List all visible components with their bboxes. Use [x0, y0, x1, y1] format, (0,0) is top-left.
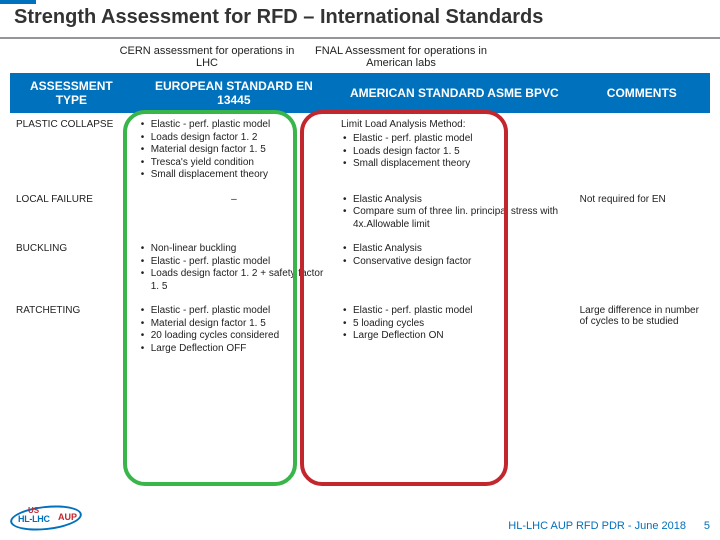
cell-buckling-comment	[574, 237, 710, 299]
list-item: Loads design factor 1. 2	[139, 132, 329, 145]
footer-text: HL-LHC AUP RFD PDR - June 2018	[508, 520, 686, 532]
list-item: Material design factor 1. 5	[139, 144, 329, 157]
cell-buckling-us: Elastic Analysis Conservative design fac…	[335, 237, 574, 299]
list-item: Loads design factor 1. 2 + safety factor…	[139, 268, 329, 293]
th-european: EUROPEAN STANDARD EN 13445	[133, 73, 335, 113]
cell-plastic-eu: Elastic - perf. plastic model Loads desi…	[133, 113, 335, 188]
row-label-plastic: PLASTIC COLLAPSE	[10, 113, 133, 188]
us-lead-text: Limit Load Analysis Method:	[341, 119, 568, 130]
cell-local-us: Elastic Analysis Compare sum of three li…	[335, 188, 574, 238]
list-item: Elastic Analysis	[341, 194, 568, 207]
list-item: Small displacement theory	[139, 169, 329, 182]
list-item: Elastic - perf. plastic model	[341, 133, 568, 146]
list-item: Loads design factor 1. 5	[341, 146, 568, 159]
cell-ratchet-comment: Large difference in number of cycles to …	[574, 299, 710, 361]
th-assessment-type: ASSESSMENT TYPE	[10, 73, 133, 113]
table-row: RATCHETING Elastic - perf. plastic model…	[10, 299, 710, 361]
cell-plastic-us: Limit Load Analysis Method: Elastic - pe…	[335, 113, 574, 188]
comparison-table: ASSESSMENT TYPE EUROPEAN STANDARD EN 134…	[10, 73, 710, 361]
list-item: Small displacement theory	[341, 158, 568, 171]
list-item: Non-linear buckling	[139, 243, 329, 256]
th-comments: COMMENTS	[574, 73, 710, 113]
cell-buckling-eu: Non-linear buckling Elastic - perf. plas…	[133, 237, 335, 299]
row-label-ratchet: RATCHETING	[10, 299, 133, 361]
logo-text-hllhc: HL-LHC	[18, 514, 50, 524]
list-item: Material design factor 1. 5	[139, 318, 329, 331]
list-item: Tresca's yield condition	[139, 157, 329, 170]
accent-strip	[0, 0, 36, 4]
row-label-local: LOCAL FAILURE	[10, 188, 133, 238]
list-item: Compare sum of three lin. principal stre…	[341, 206, 568, 231]
cell-local-comment: Not required for EN	[574, 188, 710, 238]
list-item: Elastic - perf. plastic model	[139, 305, 329, 318]
logo-text-aup: AUP	[58, 512, 77, 522]
list-item: 5 loading cycles	[341, 318, 568, 331]
subheader-row: CERN assessment for operations in LHC FN…	[0, 39, 720, 73]
list-item: Conservative design factor	[341, 256, 568, 269]
page-title: Strength Assessment for RFD – Internatio…	[14, 6, 706, 29]
table-header-row: ASSESSMENT TYPE EUROPEAN STANDARD EN 134…	[10, 73, 710, 113]
subhead-eu: CERN assessment for operations in LHC	[118, 45, 296, 69]
row-label-buckling: BUCKLING	[10, 237, 133, 299]
th-american: AMERICAN STANDARD ASME BPVC	[335, 73, 574, 113]
list-item: 20 loading cycles considered	[139, 330, 329, 343]
list-item: Elastic - perf. plastic model	[139, 256, 329, 269]
title-bar: Strength Assessment for RFD – Internatio…	[0, 0, 720, 39]
cell-ratchet-eu: Elastic - perf. plastic model Material d…	[133, 299, 335, 361]
list-item: Elastic Analysis	[341, 243, 568, 256]
subhead-us: FNAL Assessment for operations in Americ…	[296, 45, 506, 69]
cell-local-eu-dash: –	[133, 188, 335, 238]
logo-hl-lhc: US HL-LHC AUP	[10, 500, 84, 534]
page-number: 5	[704, 520, 710, 532]
table-row: BUCKLING Non-linear buckling Elastic - p…	[10, 237, 710, 299]
list-item: Elastic - perf. plastic model	[341, 305, 568, 318]
cell-plastic-comment	[574, 113, 710, 188]
list-item: Elastic - perf. plastic model	[139, 119, 329, 132]
cell-ratchet-us: Elastic - perf. plastic model 5 loading …	[335, 299, 574, 361]
list-item: Large Deflection OFF	[139, 343, 329, 356]
footer: US HL-LHC AUP HL-LHC AUP RFD PDR - June …	[0, 510, 720, 540]
table-row: LOCAL FAILURE – Elastic Analysis Compare…	[10, 188, 710, 238]
table-row: PLASTIC COLLAPSE Elastic - perf. plastic…	[10, 113, 710, 188]
list-item: Large Deflection ON	[341, 330, 568, 343]
